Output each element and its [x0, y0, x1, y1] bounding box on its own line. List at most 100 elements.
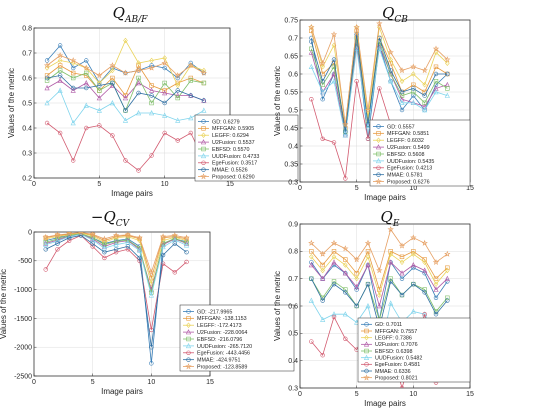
data-point-uudfusion	[365, 125, 371, 131]
data-point-proposed	[42, 233, 49, 240]
data-point-egefusion	[309, 339, 314, 344]
data-point-mmae	[411, 86, 416, 91]
data-point-uudfusion	[320, 316, 326, 322]
legend-separator: :	[403, 173, 406, 179]
legend-separator: :	[220, 119, 223, 125]
y-tick-label: 0.6	[22, 75, 32, 82]
title-subscript: CB	[394, 15, 408, 25]
title-main: Q	[381, 208, 393, 226]
y-tick-label: 0.7	[288, 276, 298, 283]
data-point-egefusion	[343, 336, 348, 341]
legend-marker	[364, 334, 369, 341]
legend-marker	[364, 328, 369, 334]
data-point-egefusion	[70, 158, 76, 163]
data-point-legff	[422, 82, 427, 88]
legend-marker	[363, 374, 370, 381]
data-point-proposed	[364, 239, 372, 246]
legend-entry: Proposed: -123.8589	[183, 363, 247, 370]
data-point-proposed	[174, 72, 181, 79]
series-line-uudfusion	[310, 48, 448, 136]
data-point-u2fusion	[388, 259, 394, 265]
legend-marker	[200, 173, 207, 180]
data-point-uudfusion	[113, 241, 119, 247]
legend-marker	[201, 160, 206, 165]
data-point-proposed	[78, 232, 84, 236]
y-tick-label: 0.4	[288, 358, 298, 365]
legend-entry: GD: 0.5557	[373, 124, 415, 130]
legend-separator: :	[228, 168, 231, 174]
y-tick-label: 0.8	[22, 25, 32, 32]
data-point-ebfsd	[175, 95, 180, 101]
data-point-egefusion	[55, 247, 60, 252]
legend-label: U2Fusion: 0.5537	[212, 140, 255, 146]
legend-series-name: U2Fusion	[212, 140, 235, 146]
data-point-mffgan	[331, 249, 337, 254]
data-point-gd	[162, 65, 167, 71]
data-point-legff	[320, 64, 325, 70]
data-point-proposed	[387, 226, 394, 233]
legend-label: EgeFusion: 0.3517	[212, 161, 257, 167]
y-tick-label: 0.6	[288, 71, 298, 78]
data-point-mmae	[422, 93, 427, 98]
data-point-mmae	[309, 39, 314, 44]
data-point-gd	[188, 60, 194, 66]
data-point-proposed	[432, 258, 440, 265]
legend-label: GD: 0.6279	[212, 119, 240, 125]
data-point-egefusion	[110, 133, 115, 138]
data-point-legff	[411, 71, 416, 77]
data-point-uudfusion	[96, 107, 102, 113]
legend-marker	[186, 309, 191, 314]
series-line-ebfsd	[45, 233, 187, 293]
legend-separator: :	[395, 124, 398, 130]
data-point-proposed	[421, 239, 428, 246]
legend-entry: UUDFusion: 0.4733	[198, 152, 259, 160]
data-point-mmae	[160, 252, 166, 258]
legend-entry: EBFSD: 0.5570	[198, 146, 249, 153]
data-point-egefusion	[331, 140, 337, 145]
legend-series-name: EgeFusion	[375, 362, 401, 368]
data-point-uudfusion	[183, 242, 190, 248]
x-tick-label: 0	[32, 181, 36, 188]
series-line-legff	[311, 253, 448, 297]
legend-label: LEGFF: 0.7386	[375, 336, 412, 342]
data-point-mmae	[90, 241, 95, 246]
data-point-legff	[331, 254, 337, 260]
y-tick-label: -1500	[14, 316, 32, 323]
data-point-uudfusion	[388, 300, 394, 306]
data-point-proposed	[387, 49, 394, 56]
data-point-mffgan	[71, 70, 76, 76]
legend-series-name: EgeFusion	[387, 166, 413, 172]
data-point-proposed	[171, 232, 178, 239]
data-point-proposed	[96, 72, 103, 79]
legend-entry: Proposed: 0.6290	[198, 173, 255, 180]
legend-marker	[201, 126, 206, 131]
data-point-proposed	[54, 232, 61, 238]
data-point-mmae	[137, 255, 142, 261]
legend-entry: EBFSD: 0.6398	[361, 348, 412, 355]
data-point-u2fusion	[122, 95, 129, 101]
data-point-proposed	[308, 23, 315, 30]
y-tick-label: 0.75	[284, 17, 298, 24]
data-point-proposed	[83, 64, 90, 71]
legend-entry: EBFSD: 0.5608	[373, 151, 424, 158]
series-line-proposed	[311, 228, 448, 272]
x-tick-label: 5	[355, 391, 359, 398]
legend-separator: :	[398, 329, 401, 335]
data-point-mffgan	[57, 63, 63, 68]
legend-label: GD: -217.9965	[197, 309, 232, 315]
legend-entry: EgeFusion: 0.3517	[198, 160, 257, 167]
data-point-legff	[57, 57, 63, 64]
legend-series-name: GD	[212, 119, 220, 125]
data-point-proposed	[124, 232, 132, 238]
data-point-proposed	[330, 239, 338, 246]
x-tick-label: 5	[355, 185, 359, 192]
y-tick-label: 0.8	[288, 249, 298, 256]
legend-separator: :	[223, 351, 226, 357]
data-point-uudfusion	[162, 112, 168, 118]
data-point-ebfsd	[57, 68, 63, 73]
data-point-egefusion	[175, 138, 180, 143]
data-point-mmae	[343, 129, 348, 134]
legend-series-value: 0.4213	[416, 166, 433, 172]
legend-entry: Proposed: 0.8021	[361, 374, 418, 382]
legend-entry: MMAE: 0.5781	[373, 172, 423, 179]
